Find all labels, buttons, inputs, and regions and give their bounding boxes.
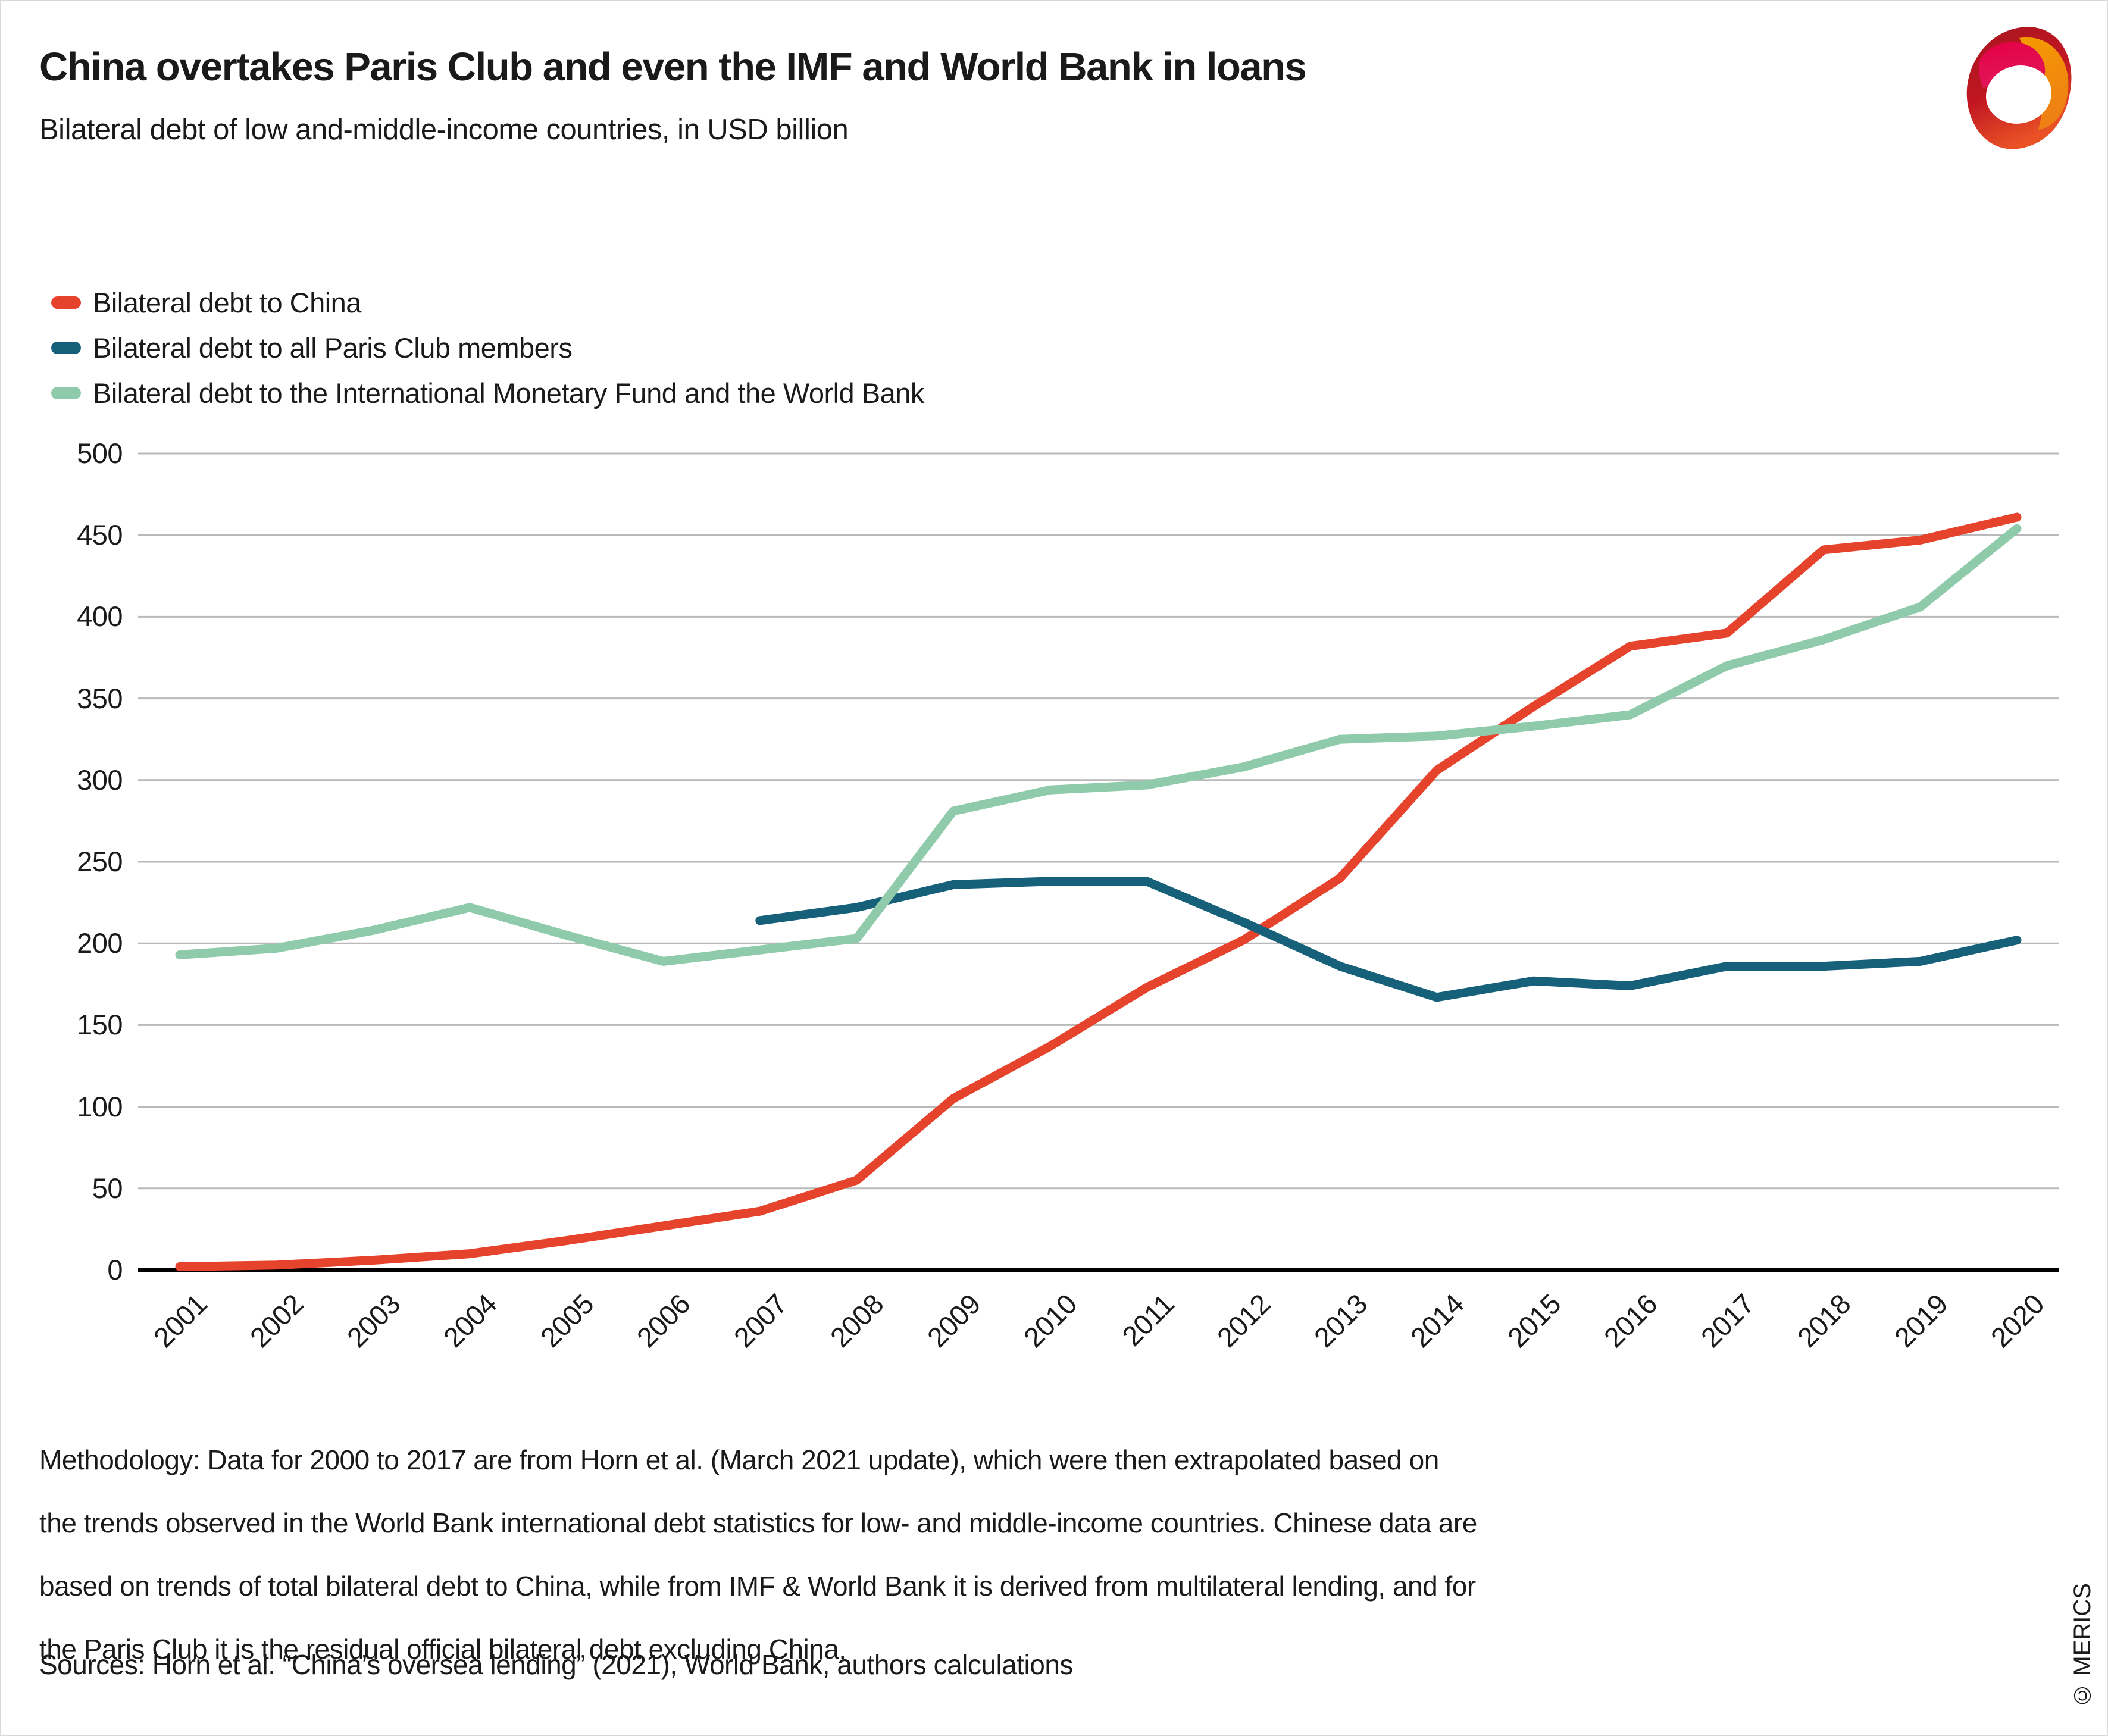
legend-item-paris-club: Bilateral debt to all Paris Club members (51, 325, 924, 370)
y-tick-label: 350 (77, 682, 123, 714)
y-tick-label: 0 (107, 1254, 123, 1285)
y-tick-label: 50 (92, 1172, 123, 1204)
series-line-paris-club (755, 877, 2022, 1002)
merics-logo-swirl-icon (1966, 27, 2072, 149)
series-line-imf-world-bank (175, 524, 2022, 966)
legend-label-paris-club: Bilateral debt to all Paris Club members (93, 331, 573, 364)
y-tick-label: 100 (77, 1090, 123, 1122)
page-title: China overtakes Paris Club and even the … (39, 45, 1307, 89)
y-tick-label: 300 (77, 764, 123, 796)
y-tick-label: 450 (77, 519, 123, 551)
merics-logo (1962, 21, 2079, 165)
y-tick-label: 500 (77, 437, 123, 469)
legend-item-china: Bilateral debt to China (51, 280, 924, 325)
legend-swatch-imf-world-bank (51, 386, 81, 399)
legend-label-imf-world-bank: Bilateral debt to the International Mone… (93, 377, 924, 409)
legend-item-imf-world-bank: Bilateral debt to the International Mone… (51, 370, 924, 415)
methodology-note: Methodology: Data for 2000 to 2017 are f… (39, 1444, 1477, 1665)
series-line-china (175, 512, 2022, 1271)
y-tick-label: 250 (77, 846, 123, 877)
legend-label-china: Bilateral debt to China (93, 286, 361, 318)
legend-swatch-china (51, 296, 81, 309)
y-tick-label: 200 (77, 927, 123, 959)
sources-note: Sources: Horn et al. “China’s oversea le… (39, 1649, 1073, 1680)
copyright-label: © MERICS (2069, 1583, 2096, 1709)
legend-swatch-paris-club (51, 341, 81, 354)
y-tick-label: 400 (77, 600, 123, 633)
page-subtitle: Bilateral debt of low and-middle-income … (39, 114, 849, 146)
chart-legend: Bilateral debt to China Bilateral debt t… (51, 280, 924, 415)
y-tick-label: 150 (77, 1009, 123, 1041)
